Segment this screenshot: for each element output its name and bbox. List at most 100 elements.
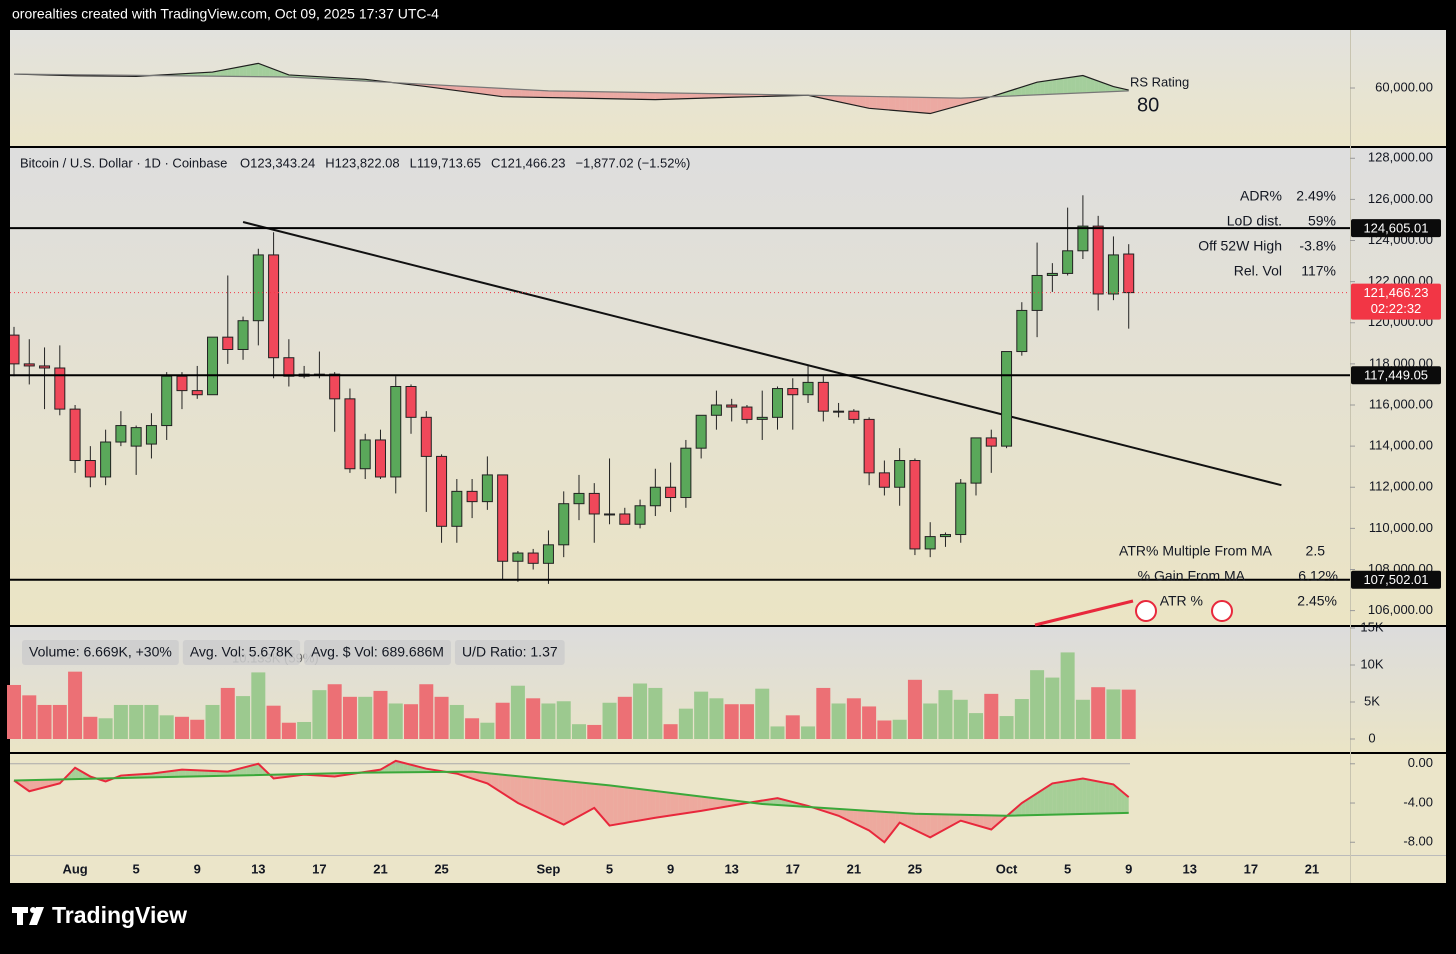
- volume-bar: [1061, 652, 1075, 739]
- diff-fill: [694, 93, 698, 98]
- rs-title: RS Rating: [1130, 74, 1189, 89]
- diff-fill: [499, 88, 503, 96]
- diff-fill: [869, 96, 873, 108]
- diff-fill: [564, 91, 568, 98]
- candle-body: [284, 358, 294, 377]
- diff-fill: [575, 91, 579, 98]
- y-tick-label: -4.00: [1403, 794, 1433, 809]
- diff-fill: [251, 64, 255, 77]
- volume-bar: [22, 695, 36, 739]
- volume-bar: [557, 701, 571, 739]
- candle-body: [1047, 273, 1057, 275]
- diff-fill: [903, 97, 907, 112]
- candle-body: [40, 366, 50, 368]
- volume-bar: [1045, 678, 1059, 739]
- diff-fill: [690, 93, 694, 98]
- diff-fill: [701, 797, 705, 811]
- diff-fill: [232, 68, 236, 77]
- diff-fill: [644, 790, 648, 820]
- diff-fill: [1102, 782, 1106, 813]
- volume-bar: [1122, 690, 1136, 739]
- candle-body: [1017, 310, 1027, 351]
- candle-body: [498, 475, 508, 561]
- diff-fill: [579, 91, 583, 98]
- diff-fill: [915, 97, 919, 112]
- symbol: Bitcoin / U.S. Dollar · 1D · Coinbase: [20, 155, 227, 170]
- diff-fill: [877, 97, 881, 110]
- y-tick-label: 15K: [1360, 619, 1383, 634]
- candle-body: [635, 506, 645, 525]
- diff-fill: [1087, 77, 1091, 93]
- candle-body: [834, 411, 844, 412]
- diff-fill: [503, 88, 507, 96]
- diff-fill: [930, 98, 934, 114]
- x-tick-label: 5: [606, 861, 613, 876]
- candle-body: [605, 514, 615, 515]
- candle-body: [559, 504, 569, 545]
- volume-bar: [633, 684, 647, 740]
- candle-body: [742, 407, 752, 419]
- diff-fill: [613, 92, 617, 99]
- diff-fill: [598, 92, 602, 99]
- candle-body: [177, 376, 187, 390]
- diff-fill: [602, 785, 606, 822]
- diff-fill: [625, 92, 629, 99]
- diff-fill: [568, 781, 572, 822]
- volume-bar: [1091, 687, 1105, 739]
- diff-fill: [510, 775, 514, 800]
- diff-fill: [568, 91, 572, 98]
- y-tick-label: 110,000.00: [1369, 520, 1433, 535]
- stat-value: 2.5: [1306, 543, 1326, 559]
- diff-fill: [606, 785, 610, 826]
- candle-body: [681, 448, 691, 497]
- y-tick-label: 60,000.00: [1375, 79, 1433, 94]
- info-label: U/D Ratio: 1.37: [462, 644, 558, 660]
- volume-bar: [572, 724, 586, 739]
- diff-fill: [671, 793, 675, 816]
- diff-fill: [1033, 82, 1037, 95]
- candle-body: [986, 438, 996, 446]
- diff-fill: [239, 66, 243, 76]
- diff-fill: [552, 780, 556, 821]
- candle-body: [864, 419, 874, 472]
- diff-fill: [1056, 79, 1060, 94]
- diff-fill: [713, 798, 717, 809]
- info-label: Volume: 6.669K, +30%: [29, 644, 172, 660]
- diff-fill: [541, 90, 545, 97]
- diff-fill: [506, 89, 510, 97]
- diff-fill: [655, 791, 659, 818]
- candle-body: [910, 461, 920, 549]
- x-tick-label: 13: [251, 861, 265, 876]
- candle-body: [406, 387, 416, 418]
- diff-fill: [667, 792, 671, 816]
- stat-name: ADR%: [1240, 188, 1282, 204]
- diff-fill: [480, 87, 484, 94]
- diff-fill: [1091, 780, 1095, 814]
- level-label: 107,502.01: [1363, 572, 1428, 587]
- diff-fill: [575, 782, 579, 818]
- diff-fill: [610, 92, 614, 99]
- diff-fill: [659, 93, 663, 100]
- diff-fill: [629, 92, 633, 99]
- diff-fill: [648, 790, 652, 819]
- diff-fill: [484, 87, 488, 94]
- diff-fill: [667, 93, 671, 99]
- diff-fill: [1098, 781, 1102, 813]
- ohlc-value: C121,466.23: [491, 155, 565, 170]
- candle-body: [1078, 226, 1088, 251]
- diff-fill: [529, 90, 533, 97]
- diff-fill: [556, 780, 560, 823]
- diff-fill: [510, 89, 514, 97]
- candle-body: [666, 487, 676, 497]
- candle-body: [803, 382, 813, 394]
- volume-bar: [389, 703, 403, 739]
- volume-bar: [373, 691, 387, 739]
- diff-fill: [1060, 782, 1064, 815]
- x-tick-label: 5: [1064, 861, 1071, 876]
- diff-fill: [583, 91, 587, 98]
- candle-body: [727, 405, 737, 407]
- candle-body: [452, 491, 462, 526]
- candle-body: [925, 537, 935, 549]
